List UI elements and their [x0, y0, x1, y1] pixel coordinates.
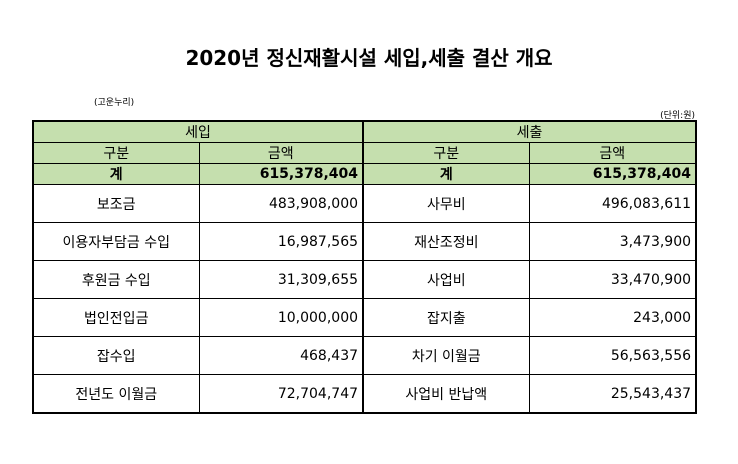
table-row: 후원금 수입 31,309,655 사업비 33,470,900: [32, 260, 697, 299]
expense-category-header: 구분: [362, 142, 530, 164]
section-header-row: 세입 세출: [32, 120, 697, 143]
expense-item-label: 사무비: [362, 184, 530, 223]
table-row: 잡수입 468,437 차기 이월금 56,563,556: [32, 336, 697, 375]
income-total-amount: 615,378,404: [198, 163, 365, 185]
unit-note: (단위:원): [660, 111, 695, 121]
table-row: 보조금 483,908,000 사무비 496,083,611: [32, 184, 697, 223]
expense-item-amount: 496,083,611: [528, 184, 697, 223]
income-amount-header: 금액: [198, 142, 365, 164]
expense-item-label: 사업비 반납액: [362, 374, 530, 414]
table-row: 전년도 이월금 72,704,747 사업비 반납액 25,543,437: [32, 374, 697, 414]
table-row: 법인전입금 10,000,000 잡지출 243,000: [32, 298, 697, 337]
income-item-label: 전년도 이월금: [32, 374, 200, 414]
expense-item-label: 잡지출: [362, 298, 530, 337]
income-item-amount: 10,000,000: [198, 298, 365, 337]
expense-total-amount: 615,378,404: [528, 163, 697, 185]
expense-item-label: 차기 이월금: [362, 336, 530, 375]
income-item-label: 후원금 수입: [32, 260, 200, 299]
expense-item-label: 사업비: [362, 260, 530, 299]
expense-item-amount: 56,563,556: [528, 336, 697, 375]
income-item-label: 법인전입금: [32, 298, 200, 337]
expense-item-amount: 243,000: [528, 298, 697, 337]
total-row: 계 615,378,404 계 615,378,404: [32, 163, 697, 185]
expense-total-label: 계: [362, 163, 530, 185]
income-item-label: 보조금: [32, 184, 200, 223]
income-total-label: 계: [32, 163, 200, 185]
income-item-amount: 72,704,747: [198, 374, 365, 414]
expense-section-header: 세출: [362, 120, 697, 143]
organization-note: (고운누리): [94, 98, 135, 108]
income-item-amount: 468,437: [198, 336, 365, 375]
income-item-amount: 16,987,565: [198, 222, 365, 261]
expense-item-label: 재산조정비: [362, 222, 530, 261]
budget-table: 세입 세출 구분 금액 구분 금액 계 615,378,404 계 615,37…: [32, 120, 698, 414]
expense-item-amount: 3,473,900: [528, 222, 697, 261]
income-item-amount: 31,309,655: [198, 260, 365, 299]
income-item-label: 잡수입: [32, 336, 200, 375]
expense-amount-header: 금액: [528, 142, 697, 164]
income-section-header: 세입: [32, 120, 365, 143]
income-item-amount: 483,908,000: [198, 184, 365, 223]
income-item-label: 이용자부담금 수입: [32, 222, 200, 261]
column-header-row: 구분 금액 구분 금액: [32, 142, 697, 164]
page-title: 2020년 정신재활시설 세입,세출 결산 개요: [185, 46, 553, 70]
income-category-header: 구분: [32, 142, 200, 164]
expense-item-amount: 33,470,900: [528, 260, 697, 299]
expense-item-amount: 25,543,437: [528, 374, 697, 414]
table-row: 이용자부담금 수입 16,987,565 재산조정비 3,473,900: [32, 222, 697, 261]
